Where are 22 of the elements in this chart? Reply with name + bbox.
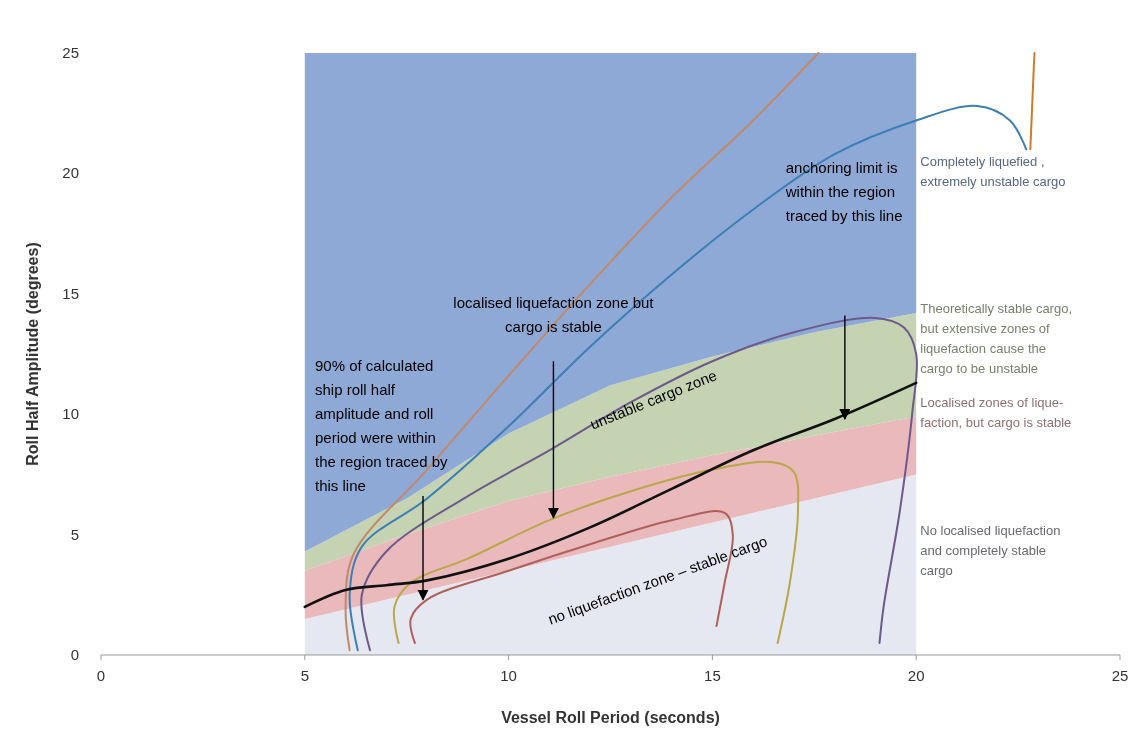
y-tick-label: 15: [62, 284, 79, 302]
x-axis-title: Vessel Roll Period (seconds): [501, 709, 720, 726]
x-tick-label: 15: [704, 667, 721, 684]
series-label: Theoretically stable cargo, but extensive zones of liquefaction cause the cargo to be unstable: [920, 301, 1073, 377]
y-tick-label: 25: [62, 44, 79, 61]
annotation: anchoring limit is within the region traced by this line: [784, 159, 903, 225]
annotation: localised liquefaction zone but cargo is stable: [453, 294, 655, 336]
y-tick-label: 10: [62, 405, 79, 423]
x-tick-label: 25: [1111, 667, 1129, 684]
y-tick-label: 0: [70, 646, 79, 663]
x-tick-label: 20: [907, 667, 925, 684]
x-tick-label: 0: [96, 667, 106, 684]
x-tick-label: 5: [300, 667, 309, 684]
y-tick-label: 5: [70, 525, 79, 543]
y-axis-title: Roll Half Amplitude (degrees): [24, 242, 41, 466]
series-label: Completely liquefied , extremely unstable cargo: [920, 154, 1066, 190]
series-label: Localised zones of lique- faction, but cargo is stable: [920, 394, 1072, 430]
y-tick-label: 20: [62, 164, 79, 182]
series-label: No localised liquefaction and completely stable cargo: [920, 522, 1061, 578]
annotation: 90% of calculated ship roll half amplitude and roll period were within the region traced by this line: [314, 356, 449, 494]
line-series: [409, 510, 734, 644]
x-tick-label: 10: [500, 667, 517, 684]
